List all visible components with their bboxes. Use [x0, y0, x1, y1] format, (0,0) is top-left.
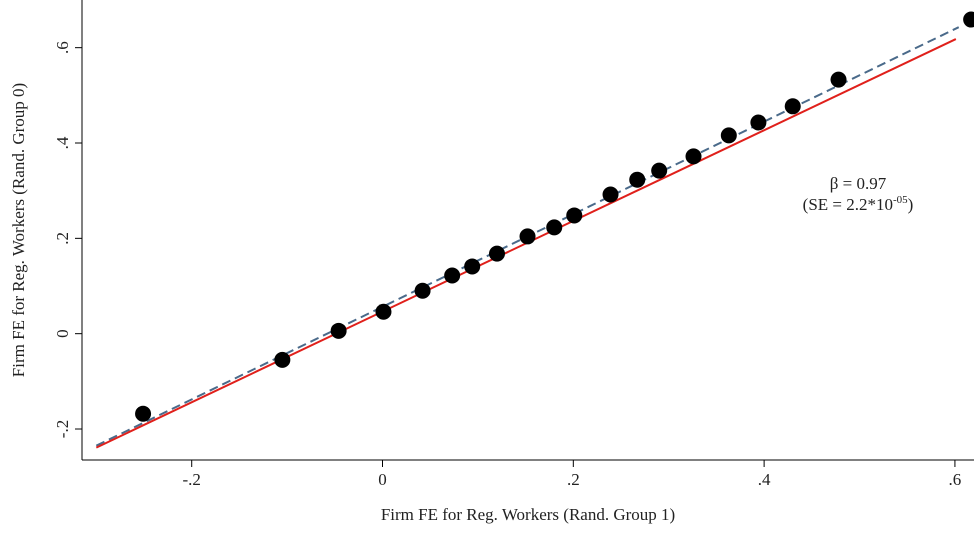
x-tick-label: .4 [758, 470, 771, 489]
point [629, 171, 646, 188]
annotation-beta: β = 0.97 [830, 174, 887, 193]
se-exponent: -05 [893, 194, 908, 206]
y-tick-label: .4 [53, 136, 72, 149]
point [330, 322, 347, 339]
y-axis-label: Firm FE for Reg. Workers (Rand. Group 0) [9, 83, 28, 377]
point [414, 282, 431, 299]
point [963, 11, 974, 28]
point [784, 98, 801, 115]
se-text: (SE = 2.2*10 [803, 195, 893, 214]
y-tick-label: .2 [53, 232, 72, 245]
point [566, 207, 583, 224]
y-tick-label: 0 [53, 329, 72, 338]
point [274, 351, 291, 368]
point [750, 114, 767, 131]
y-tick-label: -.2 [53, 420, 72, 438]
point [488, 245, 505, 262]
point [519, 228, 536, 245]
point [546, 219, 563, 236]
point [464, 258, 481, 275]
point [720, 127, 737, 144]
x-tick-label: -.2 [183, 470, 201, 489]
se-close: ) [908, 195, 914, 214]
point [830, 71, 847, 88]
annotation-se: (SE = 2.2*10-05) [803, 194, 914, 214]
x-tick-label: .6 [949, 470, 962, 489]
y-tick-label: .6 [53, 41, 72, 54]
point [602, 186, 619, 203]
point [135, 405, 152, 422]
x-tick-label: 0 [378, 470, 387, 489]
point [685, 148, 702, 165]
point [444, 267, 461, 284]
point [375, 303, 392, 320]
point [651, 162, 668, 179]
x-tick-label: .2 [567, 470, 580, 489]
x-axis-label: Firm FE for Reg. Workers (Rand. Group 1) [381, 505, 675, 524]
